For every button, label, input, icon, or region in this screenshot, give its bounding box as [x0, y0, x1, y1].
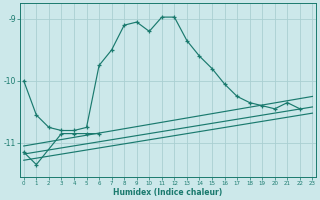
X-axis label: Humidex (Indice chaleur): Humidex (Indice chaleur) — [114, 188, 223, 197]
